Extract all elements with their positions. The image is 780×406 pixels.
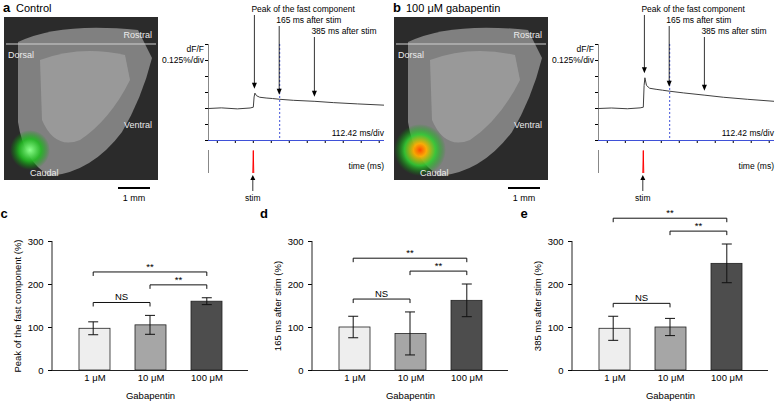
svg-text:200: 200	[288, 279, 304, 290]
svg-text:**: **	[146, 261, 154, 272]
svg-text:300: 300	[28, 236, 44, 247]
svg-text:**: **	[406, 247, 414, 258]
svg-text:e: e	[520, 206, 527, 221]
svg-text:**: **	[435, 260, 443, 271]
svg-text:165 ms after stim: 165 ms after stim	[276, 15, 341, 25]
svg-text:NS: NS	[375, 288, 388, 299]
svg-text:**: **	[695, 220, 703, 231]
svg-text:385 ms after stim (%): 385 ms after stim (%)	[532, 261, 543, 351]
svg-text:100: 100	[28, 322, 44, 333]
svg-text:Control: Control	[16, 2, 51, 14]
svg-text:Rostral: Rostral	[123, 30, 152, 40]
svg-text:1 μM: 1 μM	[604, 372, 625, 383]
svg-text:time (ms): time (ms)	[349, 161, 385, 171]
svg-text:300: 300	[288, 236, 304, 247]
svg-text:Caudal: Caudal	[30, 168, 59, 178]
svg-text:dF/F: dF/F	[577, 44, 594, 54]
svg-text:stim: stim	[635, 193, 651, 203]
svg-text:NS: NS	[115, 291, 128, 302]
svg-text:1 mm: 1 mm	[513, 193, 536, 203]
svg-text:0.125%/div: 0.125%/div	[552, 55, 595, 65]
svg-text:100 μM: 100 μM	[711, 372, 743, 383]
svg-text:Gabapentin: Gabapentin	[646, 390, 695, 401]
svg-text:**: **	[175, 274, 183, 285]
svg-text:Caudal: Caudal	[420, 168, 449, 178]
svg-text:Dorsal: Dorsal	[8, 50, 34, 60]
svg-text:1 mm: 1 mm	[123, 193, 146, 203]
svg-text:112.42 ms/div: 112.42 ms/div	[722, 128, 775, 138]
svg-text:385 ms after stim: 385 ms after stim	[311, 26, 376, 36]
svg-text:385 ms after stim: 385 ms after stim	[701, 26, 766, 36]
svg-text:Peak of the fast component: Peak of the fast component	[641, 4, 745, 14]
svg-text:**: **	[666, 207, 674, 218]
svg-text:Rostral: Rostral	[513, 30, 542, 40]
svg-text:NS: NS	[635, 292, 648, 303]
svg-text:1 μM: 1 μM	[84, 372, 105, 383]
svg-text:100 μM: 100 μM	[191, 372, 223, 383]
svg-text:300: 300	[548, 236, 564, 247]
svg-text:stim: stim	[245, 193, 261, 203]
svg-text:100 μM gabapentin: 100 μM gabapentin	[406, 2, 500, 14]
svg-text:a: a	[3, 0, 11, 15]
svg-text:d: d	[260, 206, 268, 221]
svg-text:112.42 ms/div: 112.42 ms/div	[332, 128, 385, 138]
svg-text:Gabapentin: Gabapentin	[386, 390, 435, 401]
svg-text:0.125%/div: 0.125%/div	[162, 55, 205, 65]
svg-text:200: 200	[548, 279, 564, 290]
svg-text:100: 100	[288, 322, 304, 333]
svg-text:Peak of the fast component: Peak of the fast component	[251, 4, 355, 14]
svg-text:1 μM: 1 μM	[344, 372, 365, 383]
svg-text:165 ms after stim: 165 ms after stim	[666, 15, 731, 25]
svg-text:0: 0	[558, 365, 563, 376]
svg-text:100 μM: 100 μM	[451, 372, 483, 383]
svg-text:100: 100	[548, 322, 564, 333]
svg-text:0: 0	[298, 365, 303, 376]
svg-text:time (ms): time (ms)	[739, 161, 775, 171]
svg-text:c: c	[0, 206, 7, 221]
svg-text:200: 200	[28, 279, 44, 290]
svg-text:0: 0	[38, 365, 43, 376]
svg-text:10 μM: 10 μM	[658, 372, 685, 383]
svg-text:b: b	[393, 0, 401, 15]
svg-text:Dorsal: Dorsal	[398, 50, 424, 60]
svg-text:10 μM: 10 μM	[138, 372, 165, 383]
svg-text:165 ms after stim (%): 165 ms after stim (%)	[272, 261, 283, 351]
svg-text:dF/F: dF/F	[187, 44, 204, 54]
svg-text:Ventral: Ventral	[124, 120, 152, 130]
svg-text:10 μM: 10 μM	[398, 372, 425, 383]
svg-text:Ventral: Ventral	[514, 120, 542, 130]
svg-text:Gabapentin: Gabapentin	[126, 390, 175, 401]
svg-text:Peak of the fast component (%): Peak of the fast component (%)	[12, 239, 23, 372]
